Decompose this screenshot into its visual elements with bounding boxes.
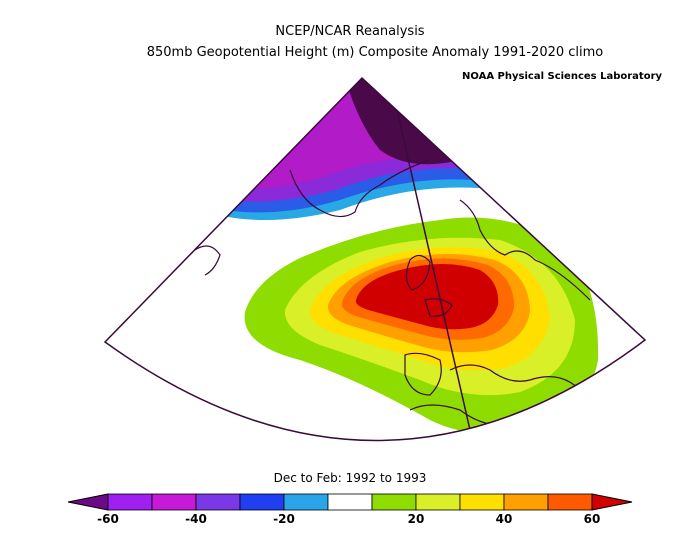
colorbar-segment — [503, 493, 549, 511]
colorbar-segment — [547, 493, 593, 511]
colorbar-max-arrow — [591, 493, 633, 511]
colorbar-tick-label: 60 — [583, 512, 601, 526]
colorbar-segment — [327, 493, 373, 511]
colorbar-segment — [195, 493, 241, 511]
colorbar-min-arrow — [67, 493, 109, 511]
chart-subtitle: 850mb Geopotential Height (m) Composite … — [146, 45, 604, 60]
map-boundary — [103, 76, 647, 442]
chart-title: NCEP/NCAR Reanalysis — [275, 24, 425, 39]
colorbar-segment — [415, 493, 461, 511]
colorbar-tick-label: 20 — [407, 512, 425, 526]
colorbar-segment — [151, 493, 197, 511]
pos-extreme-core — [355, 264, 499, 330]
credit-label: NOAA Physical Sciences Laboratory — [462, 71, 663, 82]
colorbar-tick-label: -60 — [97, 512, 119, 526]
colorbar-tick-label: -20 — [273, 512, 295, 526]
colorbar-segment — [283, 493, 329, 511]
colorbar-segment — [239, 493, 285, 511]
colorbar-tick-label: -40 — [185, 512, 207, 526]
colorbar-tick-label: 40 — [495, 512, 513, 526]
colorbar-segment — [371, 493, 417, 511]
colorbar-segment — [459, 493, 505, 511]
colorbar-segment — [107, 493, 153, 511]
meridian-line — [396, 109, 471, 431]
period-label: Dec to Feb: 1992 to 1993 — [273, 471, 427, 485]
